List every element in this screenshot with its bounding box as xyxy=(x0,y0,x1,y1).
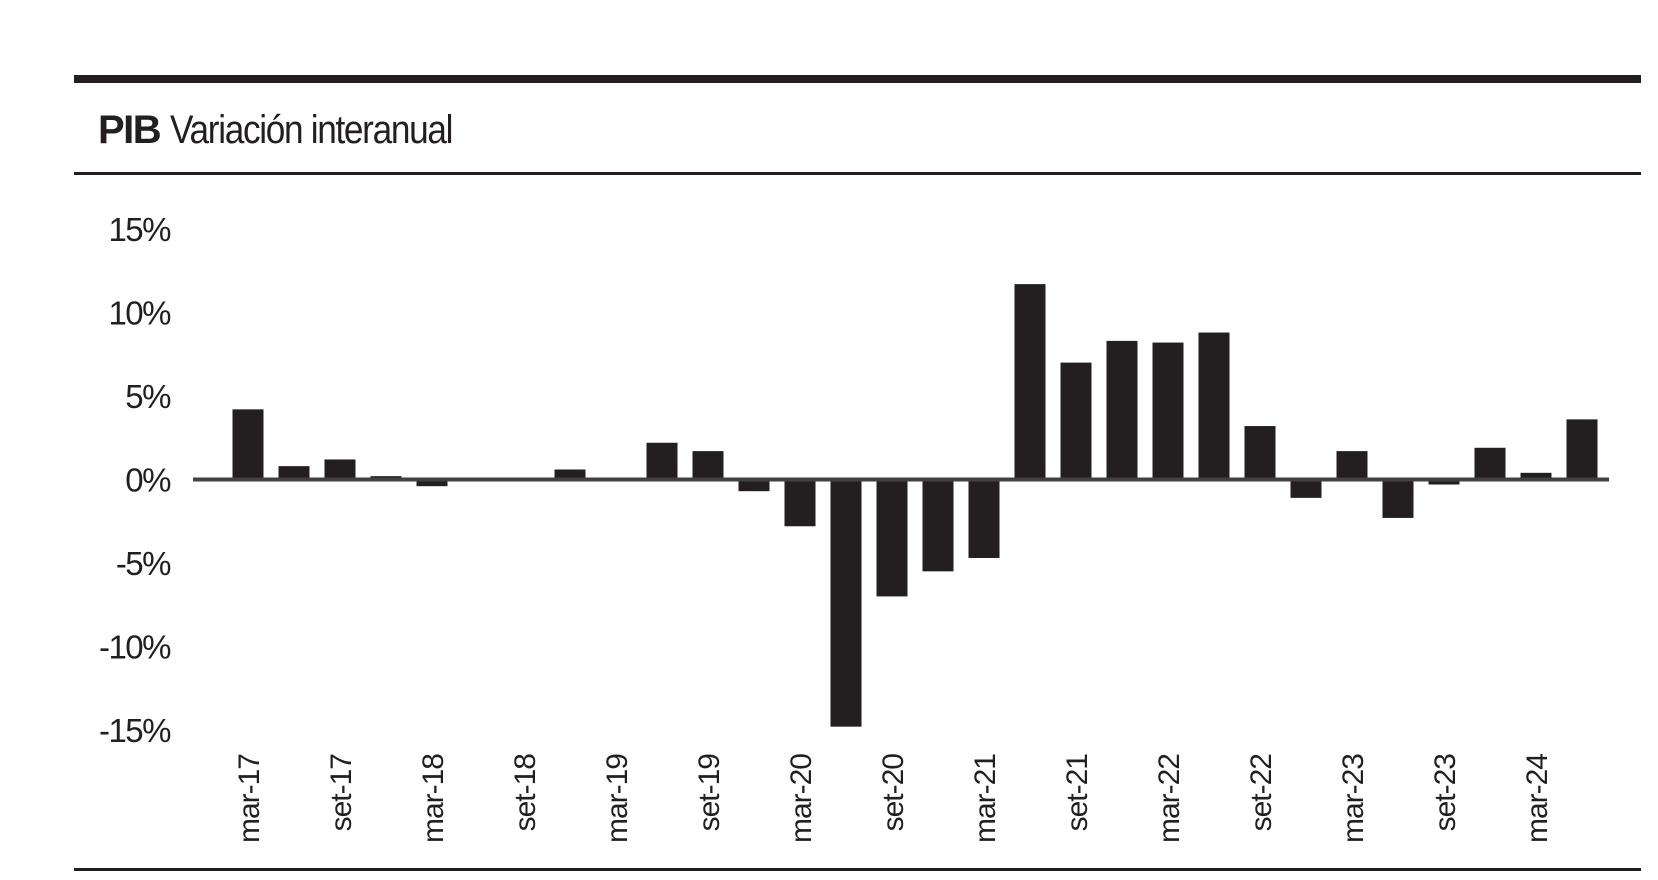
x-tick-label: set-22 xyxy=(1245,754,1278,832)
bar-mar-21 xyxy=(968,479,1000,558)
x-tick-label: set-20 xyxy=(877,754,910,832)
bar-dic-21 xyxy=(1106,340,1138,480)
title-rule xyxy=(74,172,1641,175)
bar-jun-20 xyxy=(830,479,862,727)
bars xyxy=(232,284,1598,727)
zero-line-group xyxy=(193,477,1609,482)
bar-set-21 xyxy=(1060,362,1092,480)
bar-dic-23 xyxy=(1474,447,1506,480)
chart-title: PIB Variación interanual xyxy=(98,106,490,154)
bar-dic-19 xyxy=(738,479,770,492)
bar-set-19 xyxy=(692,451,724,480)
bar-dic-22 xyxy=(1290,479,1322,498)
x-tick-label: set-17 xyxy=(325,754,358,832)
bar-mar-20 xyxy=(784,479,816,527)
bar-jun-23 xyxy=(1382,479,1414,518)
x-tick-label: mar-18 xyxy=(417,754,450,843)
bar-jun-21 xyxy=(1014,284,1046,480)
x-tick-label: mar-23 xyxy=(1337,754,1370,843)
bar-mar-22 xyxy=(1152,342,1184,480)
bottom-rule xyxy=(74,868,1641,871)
x-tick-label: mar-21 xyxy=(969,754,1002,843)
bar-mar-18 xyxy=(416,479,448,487)
bar-jun-19 xyxy=(646,442,678,480)
x-tick-label: mar-19 xyxy=(601,754,634,843)
y-tick-label: 10% xyxy=(108,295,171,332)
y-tick-label: -15% xyxy=(99,712,171,749)
bar-mar-23 xyxy=(1336,451,1368,480)
x-axis: mar-17 set-17 mar-18 set-18 mar-19 set-19 mar-… xyxy=(233,754,1554,843)
x-tick-label: set-23 xyxy=(1429,754,1462,832)
x-tick-label: set-18 xyxy=(509,754,542,832)
x-tick-label: set-21 xyxy=(1061,754,1094,832)
x-tick-label: set-19 xyxy=(693,754,726,832)
title-rest: Variación interanual xyxy=(169,108,453,152)
bar-set-20 xyxy=(876,479,908,597)
x-tick-label: mar-22 xyxy=(1153,754,1186,843)
bar-dic-20 xyxy=(922,479,954,572)
top-rule xyxy=(74,75,1641,83)
bar-set-23 xyxy=(1428,479,1460,485)
bar-jun-22 xyxy=(1198,332,1230,480)
x-tick-label: mar-24 xyxy=(1521,754,1554,843)
y-tick-label: 15% xyxy=(108,211,171,248)
bar-mar-17 xyxy=(232,409,264,480)
x-tick-label: mar-17 xyxy=(233,754,266,843)
bar-jun-17 xyxy=(278,466,310,480)
bar-set-22 xyxy=(1244,426,1276,480)
y-tick-label: 5% xyxy=(125,378,171,415)
bar-jun-24 xyxy=(1566,419,1598,480)
zero-line xyxy=(193,477,1609,482)
y-tick-label: 0% xyxy=(125,462,171,499)
title-bold: PIB xyxy=(98,108,162,152)
y-tick-label: -5% xyxy=(116,545,171,582)
bar-dic-18 xyxy=(554,469,586,480)
bar-mar-24 xyxy=(1520,472,1552,480)
bar-set-17 xyxy=(324,459,356,480)
y-tick-label: -10% xyxy=(99,629,171,666)
x-tick-label: mar-20 xyxy=(785,754,818,843)
y-axis: 15% 10% 5% 0% -5% -10% -15% xyxy=(99,211,173,749)
